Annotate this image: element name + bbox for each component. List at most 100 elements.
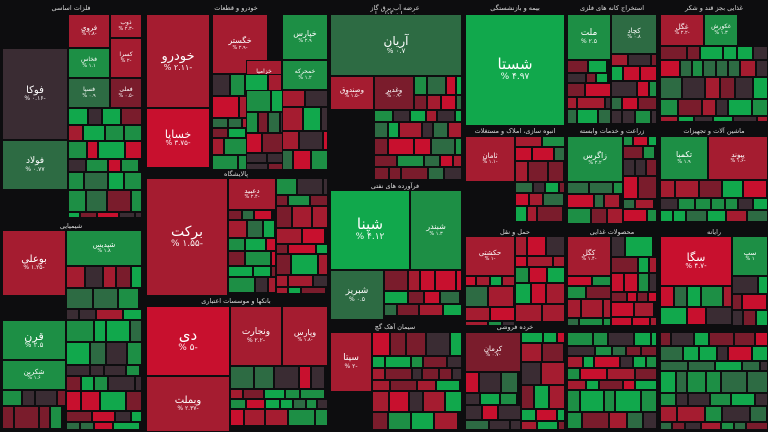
stock-tile-small[interactable] <box>747 371 768 393</box>
stock-tile-small[interactable] <box>311 150 328 170</box>
stock-tile-small[interactable] <box>408 291 424 304</box>
stock-tile-small[interactable] <box>623 176 638 199</box>
stock-tile-small[interactable] <box>752 346 768 361</box>
stock-tile-small[interactable] <box>385 356 411 368</box>
stock-tile-small[interactable] <box>384 291 408 304</box>
stock-tile[interactable]: شبندر ۱.۳ % <box>410 190 462 270</box>
stock-tile-small[interactable] <box>81 391 100 411</box>
stock-tile-small[interactable] <box>604 194 620 208</box>
stock-tile-small[interactable] <box>66 411 92 422</box>
stock-tile-small[interactable] <box>611 54 628 66</box>
stock-tile-small[interactable] <box>515 193 529 206</box>
stock-tile-small[interactable] <box>476 276 490 286</box>
stock-tile-small[interactable] <box>688 393 710 406</box>
stock-tile-small[interactable] <box>611 273 624 292</box>
stock-tile-small[interactable] <box>66 376 81 391</box>
stock-tile-small[interactable] <box>528 161 548 182</box>
stock-tile-small[interactable] <box>384 270 408 291</box>
stock-tile-small[interactable] <box>97 212 119 218</box>
stock-tile-small[interactable] <box>90 365 104 376</box>
stock-tile-small[interactable] <box>374 167 389 180</box>
stock-tile-small[interactable] <box>611 97 622 110</box>
stock-tile-small[interactable] <box>542 343 564 362</box>
stock-tile-small[interactable] <box>388 122 399 138</box>
stock-tile-small[interactable] <box>85 266 103 288</box>
stock-tile-small[interactable] <box>100 391 126 411</box>
stock-tile-small[interactable] <box>431 138 455 155</box>
stock-tile-small[interactable] <box>567 332 593 346</box>
stock-tile-small[interactable] <box>567 182 589 194</box>
stock-tile-small[interactable] <box>549 385 565 409</box>
stock-tile-small[interactable] <box>592 276 611 286</box>
stock-tile-small[interactable] <box>121 108 142 125</box>
stock-tile-small[interactable] <box>445 391 462 412</box>
stock-tile-small[interactable] <box>620 356 633 368</box>
stock-tile-small[interactable] <box>533 182 545 193</box>
stock-tile[interactable]: وپارس -۱.۸ % <box>282 306 328 366</box>
stock-tile-small[interactable] <box>293 150 311 170</box>
stock-tile-small[interactable] <box>68 141 87 159</box>
stock-tile-small[interactable] <box>311 366 325 389</box>
stock-tile-small[interactable] <box>567 73 586 83</box>
stock-tile-small[interactable] <box>615 390 641 412</box>
stock-tile-small[interactable] <box>758 276 768 294</box>
stock-tile-small[interactable] <box>651 110 657 124</box>
stock-tile-small[interactable] <box>699 346 717 361</box>
stock-tile-small[interactable] <box>527 236 546 256</box>
stock-tile-small[interactable] <box>554 147 565 161</box>
stock-tile-small[interactable] <box>88 108 102 125</box>
stock-tile-small[interactable] <box>246 90 271 112</box>
stock-tile-small[interactable] <box>567 346 595 356</box>
stock-tile-small[interactable] <box>230 409 244 426</box>
stock-tile-small[interactable] <box>733 116 757 122</box>
stock-tile-small[interactable] <box>701 422 721 430</box>
stock-tile-small[interactable] <box>465 321 488 326</box>
stock-tile-small[interactable] <box>115 411 131 422</box>
stock-tile-small[interactable] <box>687 371 706 393</box>
stock-tile-small[interactable] <box>108 172 124 190</box>
stock-tile[interactable]: فسپا ۰.۹ % <box>68 78 110 108</box>
stock-tile-small[interactable] <box>104 365 126 376</box>
stock-tile[interactable]: ثامان -۱.۱ % <box>465 136 515 182</box>
stock-tile-small[interactable] <box>212 96 239 118</box>
stock-tile-small[interactable] <box>384 304 397 316</box>
stock-tile-small[interactable] <box>450 332 462 356</box>
stock-tile-small[interactable] <box>230 74 245 96</box>
stock-tile-small[interactable] <box>453 155 462 167</box>
stock-tile-small[interactable] <box>625 236 653 257</box>
stock-tile-small[interactable] <box>596 73 608 83</box>
stock-tile-small[interactable] <box>543 332 557 343</box>
stock-tile-small[interactable] <box>612 346 626 356</box>
stock-tile-small[interactable] <box>537 421 558 430</box>
stock-tile-small[interactable] <box>246 133 262 153</box>
stock-tile-small[interactable] <box>316 244 328 254</box>
stock-tile-small[interactable] <box>567 299 581 318</box>
stock-tile-small[interactable] <box>515 206 527 222</box>
stock-tile-small[interactable] <box>680 60 692 77</box>
stock-tile-small[interactable] <box>646 159 657 176</box>
stock-tile-small[interactable] <box>700 46 723 60</box>
stock-tile-small[interactable] <box>456 270 462 291</box>
stock-tile-small[interactable] <box>756 310 768 326</box>
stock-tile-small[interactable] <box>297 178 323 195</box>
stock-tile-small[interactable] <box>688 361 715 371</box>
stock-tile-small[interactable] <box>98 141 125 159</box>
stock-tile-small[interactable] <box>409 391 423 412</box>
stock-tile-small[interactable] <box>489 420 510 430</box>
stock-tile-small[interactable] <box>313 275 328 287</box>
stock-tile-small[interactable] <box>414 95 427 110</box>
stock-tile-small[interactable] <box>465 307 490 321</box>
stock-tile-small[interactable] <box>567 208 591 224</box>
stock-tile-small[interactable] <box>465 405 482 420</box>
stock-tile-small[interactable] <box>68 190 86 212</box>
stock-tile-small[interactable] <box>66 342 90 365</box>
stock-tile-small[interactable] <box>686 210 707 222</box>
stock-tile-small[interactable] <box>515 267 529 283</box>
stock-tile-small[interactable] <box>230 399 246 409</box>
stock-tile-small[interactable] <box>580 390 604 412</box>
stock-tile-small[interactable] <box>515 283 531 304</box>
stock-tile-small[interactable] <box>50 406 62 429</box>
stock-tile-small[interactable] <box>660 77 682 99</box>
stock-tile-small[interactable] <box>536 409 557 421</box>
stock-tile[interactable]: خپارس ۲.۹ % <box>282 14 328 60</box>
